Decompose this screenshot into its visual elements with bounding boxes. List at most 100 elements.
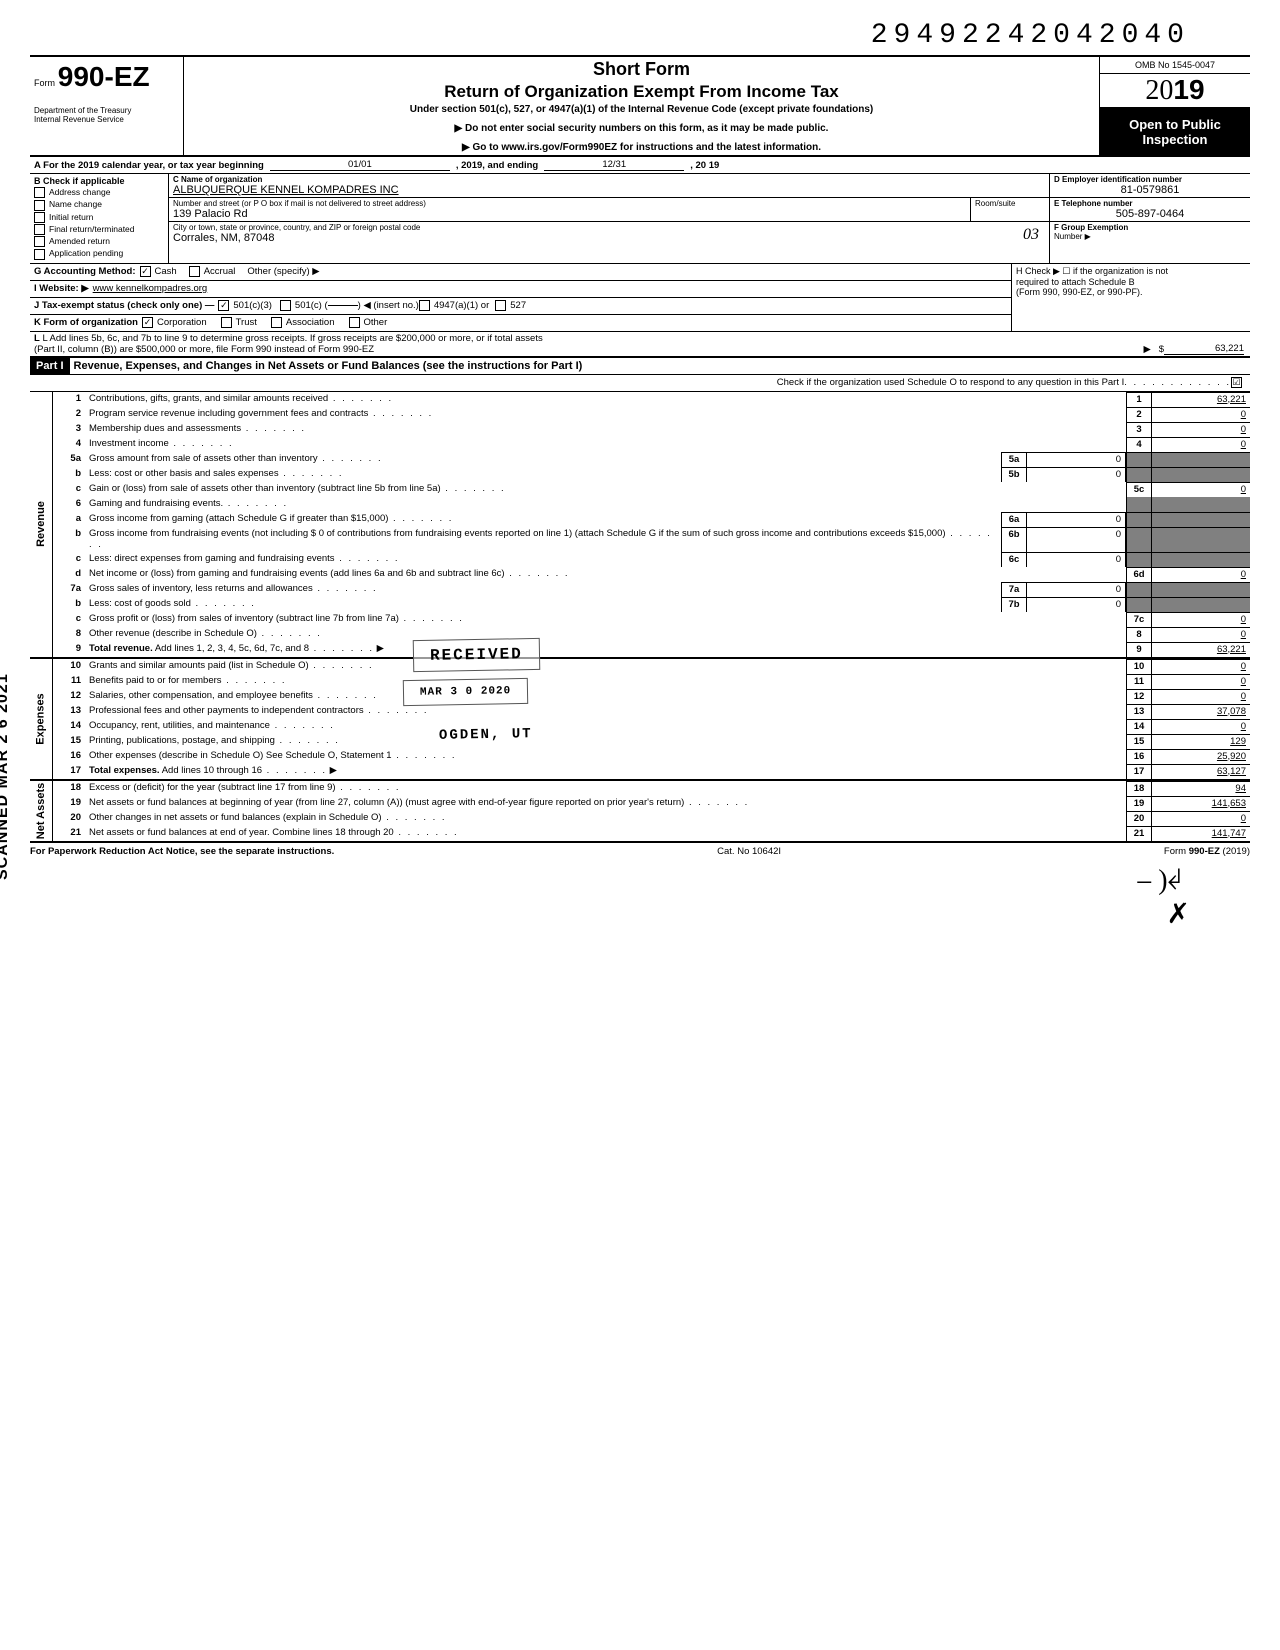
line-value: 0 bbox=[1152, 674, 1250, 689]
cb-name-change[interactable]: Name change bbox=[34, 199, 164, 210]
line-description: Gross amount from sale of assets other t… bbox=[87, 452, 1001, 467]
line-ref: 12 bbox=[1126, 689, 1152, 704]
line-number: 18 bbox=[53, 781, 87, 796]
side-label-expenses: Expenses bbox=[30, 659, 53, 779]
mid-line-value: 0 bbox=[1027, 552, 1126, 567]
line-ref: 8 bbox=[1126, 627, 1152, 642]
line-description: Gross sales of inventory, less returns a… bbox=[87, 582, 1001, 597]
cb-amended[interactable]: Amended return bbox=[34, 236, 164, 247]
form-label: Form bbox=[34, 78, 55, 88]
cb-501c3[interactable]: ✓ bbox=[218, 300, 229, 311]
line-value: 63,221 bbox=[1152, 392, 1250, 407]
mid-line-value: 0 bbox=[1027, 467, 1126, 482]
shaded-cell bbox=[1126, 552, 1152, 567]
line-number: 10 bbox=[53, 659, 87, 674]
cb-pending[interactable]: Application pending bbox=[34, 248, 164, 259]
mid-line-ref: 5a bbox=[1001, 452, 1027, 467]
line-description: Grants and similar amounts paid (list in… bbox=[87, 659, 1126, 674]
financial-line: 1Contributions, gifts, grants, and simil… bbox=[53, 392, 1250, 407]
line-description: Less: cost of goods sold . . . . . . . bbox=[87, 597, 1001, 612]
shaded-cell bbox=[1152, 527, 1250, 552]
part-1-sched-o-check: Check if the organization used Schedule … bbox=[30, 375, 1250, 392]
line-description: Less: cost or other basis and sales expe… bbox=[87, 467, 1001, 482]
e-tel-label: E Telephone number bbox=[1054, 199, 1246, 208]
line-k-form-org: K Form of organization ✓Corporation Trus… bbox=[30, 315, 1011, 331]
line-ref: 14 bbox=[1126, 719, 1152, 734]
line-ref: 1 bbox=[1126, 392, 1152, 407]
financial-line: 5aGross amount from sale of assets other… bbox=[53, 452, 1250, 467]
shaded-cell bbox=[1152, 497, 1250, 512]
paperwork-notice: For Paperwork Reduction Act Notice, see … bbox=[30, 846, 334, 857]
line-number: c bbox=[53, 552, 87, 567]
line-value: 0 bbox=[1152, 627, 1250, 642]
c-label: C Name of organization bbox=[173, 175, 1045, 184]
cb-527[interactable] bbox=[495, 300, 506, 311]
line-ref: 18 bbox=[1126, 781, 1152, 796]
line-number: a bbox=[53, 512, 87, 527]
line-description: Excess or (deficit) for the year (subtra… bbox=[87, 781, 1126, 796]
revenue-section: Revenue 1Contributions, gifts, grants, a… bbox=[30, 392, 1250, 659]
mid-line-ref: 7a bbox=[1001, 582, 1027, 597]
line-number: 6 bbox=[53, 497, 87, 512]
financial-line: 13Professional fees and other payments t… bbox=[53, 704, 1250, 719]
cb-address-change[interactable]: Address change bbox=[34, 187, 164, 198]
tel-value: 505-897-0464 bbox=[1054, 208, 1246, 220]
f-group-num-label: Number ▶ bbox=[1054, 232, 1246, 241]
line-ref: 16 bbox=[1126, 749, 1152, 764]
line-value: 37,078 bbox=[1152, 704, 1250, 719]
line-value: 0 bbox=[1152, 437, 1250, 452]
cb-cash[interactable]: ✓ bbox=[140, 266, 151, 277]
omb-number: OMB No 1545-0047 bbox=[1100, 57, 1250, 74]
financial-line: 7aGross sales of inventory, less returns… bbox=[53, 582, 1250, 597]
line-value: 25,920 bbox=[1152, 749, 1250, 764]
line-value: 0 bbox=[1152, 567, 1250, 582]
financial-line: 8Other revenue (describe in Schedule O) … bbox=[53, 627, 1250, 642]
shaded-cell bbox=[1152, 552, 1250, 567]
line-j-tax-status: J Tax-exempt status (check only one) — ✓… bbox=[30, 298, 1011, 315]
line-description: Less: direct expenses from gaming and fu… bbox=[87, 552, 1001, 567]
ein-value: 81-0579861 bbox=[1054, 184, 1246, 196]
line-value: 0 bbox=[1152, 689, 1250, 704]
line-description: Occupancy, rent, utilities, and maintena… bbox=[87, 719, 1126, 734]
line-ref: 13 bbox=[1126, 704, 1152, 719]
line-description: Professional fees and other payments to … bbox=[87, 704, 1126, 719]
financial-line: 6Gaming and fundraising events. . . . . … bbox=[53, 497, 1250, 512]
scanned-stamp: SCANNED MAR 2 6 2021 bbox=[0, 673, 12, 880]
line-number: b bbox=[53, 467, 87, 482]
cb-501c[interactable] bbox=[280, 300, 291, 311]
cb-accrual[interactable] bbox=[189, 266, 200, 277]
line-description: Other revenue (describe in Schedule O) .… bbox=[87, 627, 1126, 642]
financial-line: 4Investment income . . . . . . .40 bbox=[53, 437, 1250, 452]
line-description: Investment income . . . . . . . bbox=[87, 437, 1126, 452]
shaded-cell bbox=[1152, 512, 1250, 527]
shaded-cell bbox=[1152, 597, 1250, 612]
financial-line: cGain or (loss) from sale of assets othe… bbox=[53, 482, 1250, 497]
cb-other-org[interactable] bbox=[349, 317, 360, 328]
line-number: b bbox=[53, 527, 87, 552]
line-number: 13 bbox=[53, 704, 87, 719]
right-header: OMB No 1545-0047 20201919 Open to Public… bbox=[1099, 57, 1250, 155]
form-name-cell: Form 990-EZ Department of the Treasury I… bbox=[30, 57, 184, 155]
cb-corp[interactable]: ✓ bbox=[142, 317, 153, 328]
cb-sched-o[interactable]: ☑ bbox=[1231, 377, 1242, 388]
cb-final-return[interactable]: Final return/terminated bbox=[34, 224, 164, 235]
line-description: Net assets or fund balances at end of ye… bbox=[87, 826, 1126, 841]
line-description: Gross income from gaming (attach Schedul… bbox=[87, 512, 1001, 527]
cb-4947[interactable] bbox=[419, 300, 430, 311]
line-number: 12 bbox=[53, 689, 87, 704]
line-ref: 19 bbox=[1126, 796, 1152, 811]
line-ref: 5c bbox=[1126, 482, 1152, 497]
cb-assoc[interactable] bbox=[271, 317, 282, 328]
line-number: 16 bbox=[53, 749, 87, 764]
line-description: Other changes in net assets or fund bala… bbox=[87, 811, 1126, 826]
shaded-cell bbox=[1152, 452, 1250, 467]
dept-irs: Internal Revenue Service bbox=[34, 116, 179, 125]
cb-trust[interactable] bbox=[221, 317, 232, 328]
mid-line-value: 0 bbox=[1027, 527, 1126, 552]
website-instr: ▶ Go to www.irs.gov/Form990EZ for instru… bbox=[190, 142, 1093, 153]
shaded-cell bbox=[1126, 527, 1152, 552]
mid-line-value: 0 bbox=[1027, 512, 1126, 527]
cb-initial-return[interactable]: Initial return bbox=[34, 212, 164, 223]
mid-line-ref: 6b bbox=[1001, 527, 1027, 552]
net-assets-section: Net Assets 18Excess or (deficit) for the… bbox=[30, 781, 1250, 841]
